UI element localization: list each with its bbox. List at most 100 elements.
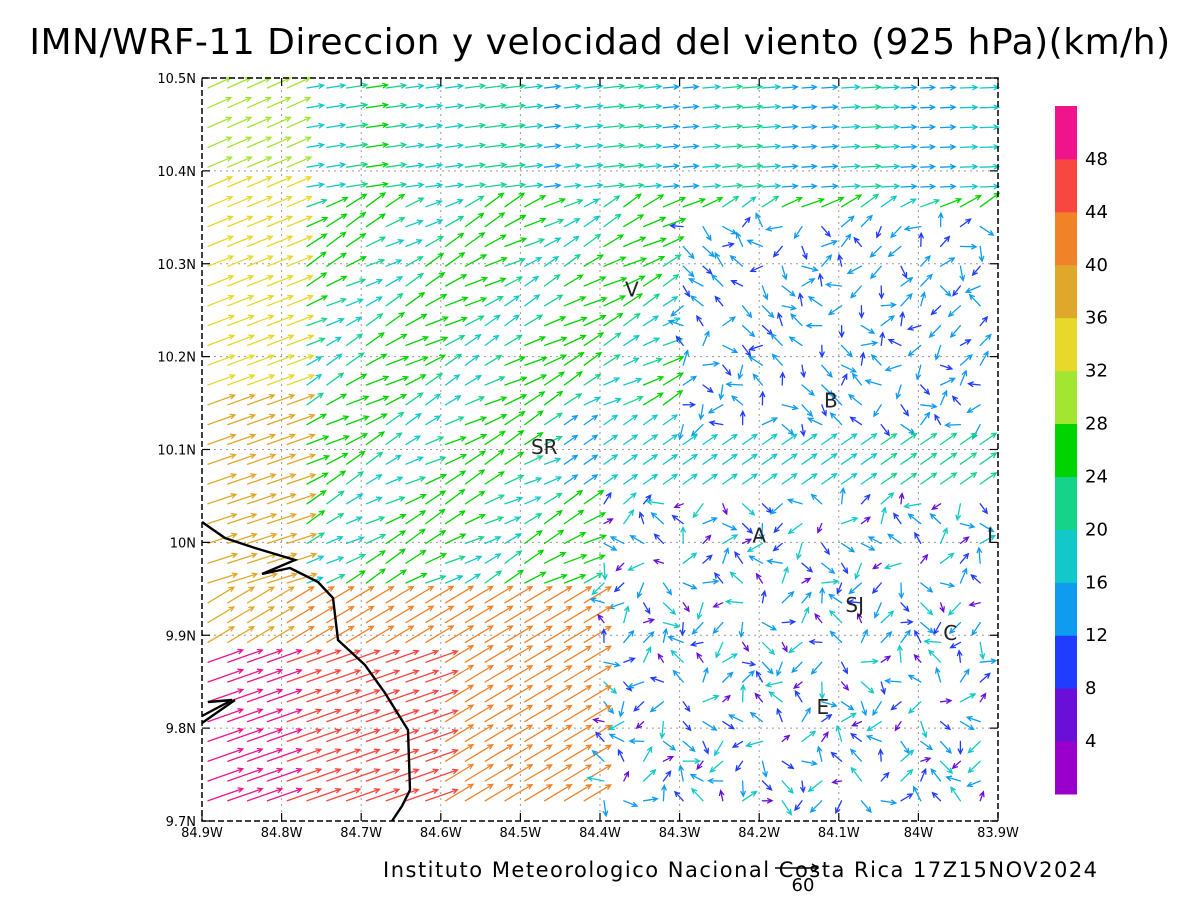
wind-arrow bbox=[583, 512, 607, 525]
wind-arrow bbox=[306, 532, 326, 545]
wind-arrow bbox=[920, 582, 934, 593]
wind-arrow bbox=[207, 77, 233, 89]
x-axis-ticks: 84.9W 84.8W 84.7W 84.6W 84.5W 84.4W 84.3W 84.2W… bbox=[181, 78, 1019, 841]
wind-arrow bbox=[957, 740, 964, 756]
wind-arrow bbox=[385, 454, 402, 465]
wind-arrow bbox=[306, 413, 328, 426]
wind-arrow bbox=[821, 578, 840, 585]
wind-arrow bbox=[425, 473, 448, 485]
wind-arrow bbox=[345, 211, 367, 228]
wind-arrow bbox=[345, 536, 365, 545]
wind-arrow bbox=[524, 356, 548, 366]
wind-arrow bbox=[635, 720, 645, 730]
wind-arrow bbox=[227, 275, 255, 287]
wind-arrow bbox=[444, 83, 465, 90]
wind-arrow bbox=[682, 740, 696, 753]
wind-arrow bbox=[880, 195, 898, 208]
wind-arrow bbox=[724, 598, 744, 605]
wind-arrow bbox=[385, 649, 420, 663]
wind-arrow bbox=[345, 161, 369, 168]
wind-arrow bbox=[864, 379, 882, 386]
wind-arrow bbox=[722, 195, 740, 208]
wind-arrow bbox=[642, 414, 659, 426]
wind-arrow bbox=[444, 162, 465, 169]
wind-arrow bbox=[583, 489, 605, 505]
wind-arrow bbox=[326, 83, 347, 89]
wind-arrow bbox=[504, 142, 527, 149]
colorbar-label: 16 bbox=[1085, 572, 1108, 593]
wind-arrow bbox=[920, 84, 937, 91]
y-tick-label: 10.1N bbox=[157, 444, 196, 459]
wind-arrow bbox=[781, 780, 794, 795]
colorbar-label: 4 bbox=[1085, 731, 1096, 752]
wind-arrow bbox=[286, 393, 316, 406]
wind-arrow bbox=[385, 312, 406, 327]
wind-arrow bbox=[504, 83, 527, 89]
wind-arrow bbox=[484, 783, 514, 802]
wind-arrow bbox=[967, 760, 981, 774]
wind-arrow bbox=[266, 552, 298, 564]
wind-arrow bbox=[365, 332, 385, 347]
wind-arrow bbox=[761, 305, 775, 319]
wind-arrow bbox=[583, 198, 600, 208]
wind-arrow bbox=[979, 104, 1001, 111]
wind-arrow bbox=[739, 409, 746, 426]
wind-arrow bbox=[722, 453, 739, 465]
wind-arrow bbox=[563, 316, 588, 327]
wind-arrow bbox=[979, 163, 1001, 170]
wind-arrow bbox=[464, 122, 487, 129]
wind-arrow bbox=[781, 423, 795, 436]
wind-arrow bbox=[563, 351, 585, 366]
wind-arrow bbox=[405, 649, 440, 663]
wind-arrow bbox=[246, 512, 278, 525]
wind-arrow bbox=[761, 589, 767, 604]
wind-arrow bbox=[638, 511, 645, 525]
wind-arrow bbox=[207, 255, 235, 267]
wind-arrow bbox=[385, 122, 408, 129]
wind-arrow bbox=[425, 529, 447, 545]
wind-arrow bbox=[642, 453, 659, 465]
wind-arrow bbox=[741, 216, 751, 228]
wind-arrow bbox=[741, 473, 758, 485]
wind-arrow bbox=[583, 572, 604, 584]
wind-arrow bbox=[286, 156, 313, 168]
wind-arrow bbox=[819, 681, 825, 700]
wind-arrow bbox=[959, 668, 970, 683]
wind-arrow bbox=[326, 102, 347, 109]
wind-arrow bbox=[603, 295, 627, 307]
wind-arrow bbox=[563, 724, 593, 743]
wind-arrow bbox=[504, 645, 534, 663]
wind-arrow bbox=[712, 602, 724, 608]
wind-arrow bbox=[623, 214, 645, 228]
wind-arrow bbox=[793, 681, 803, 690]
wind-arrow bbox=[682, 183, 700, 189]
wind-arrow bbox=[266, 275, 294, 287]
wind-arrow bbox=[764, 681, 783, 688]
wind-arrow bbox=[504, 394, 528, 406]
wind-arrow bbox=[662, 295, 679, 307]
wind-arrow bbox=[680, 525, 686, 545]
wind-arrow bbox=[385, 355, 410, 366]
wind-arrow bbox=[682, 349, 690, 366]
wind-arrow bbox=[682, 720, 692, 732]
wind-arrow bbox=[306, 103, 326, 109]
wind-arrow bbox=[227, 195, 254, 208]
wind-arrow bbox=[713, 572, 724, 584]
wind-arrow bbox=[603, 213, 622, 228]
wind-arrow bbox=[950, 786, 962, 802]
wind-arrow bbox=[662, 355, 685, 366]
wind-arrow bbox=[365, 431, 386, 446]
wind-arrow bbox=[623, 396, 644, 406]
wind-arrow bbox=[563, 645, 593, 663]
wind-arrow bbox=[524, 455, 544, 465]
x-tick-label: 84.2W bbox=[738, 826, 780, 841]
wind-arrow bbox=[484, 449, 505, 465]
wind-arrow bbox=[702, 163, 722, 169]
wind-arrow bbox=[484, 471, 505, 485]
wind-arrow bbox=[504, 684, 534, 703]
wind-arrow bbox=[609, 536, 625, 545]
wind-arrow bbox=[781, 641, 788, 653]
wind-arrow bbox=[563, 573, 587, 584]
wind-arrow bbox=[504, 605, 534, 624]
wind-arrow bbox=[761, 123, 782, 130]
